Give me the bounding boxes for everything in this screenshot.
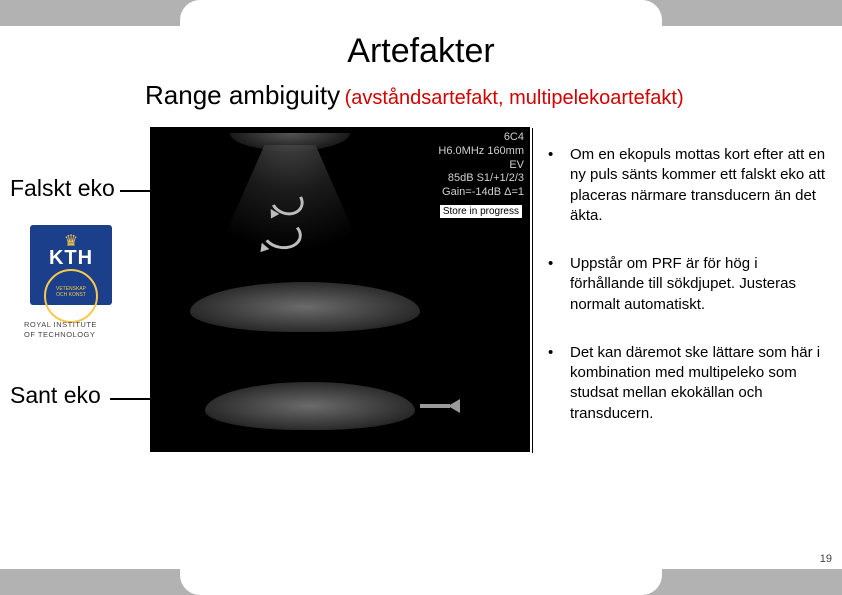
slide-root: { "title": "Artefakter", "subtitle_main"…: [0, 0, 842, 595]
rit-line1: ROYAL INSTITUTE: [24, 320, 97, 329]
bullet-item: Uppstår om PRF är för hög i förhållande …: [548, 254, 828, 315]
kth-abbrev: KTH: [30, 247, 112, 270]
overlay-line: 6C4: [438, 131, 524, 145]
tissue-blob: [190, 282, 420, 332]
arrow-head-icon: [448, 399, 460, 413]
label-falskt-eko: Falskt eko: [10, 175, 115, 202]
vertical-divider: [532, 128, 533, 453]
tissue-blob: [205, 382, 415, 430]
overlay-line: H6.0MHz 160mm: [438, 145, 524, 159]
pointer-arrow-sant: [110, 398, 205, 400]
slide-title: Artefakter: [0, 32, 842, 71]
rit-line2: OF TECHNOLOGY: [24, 330, 95, 339]
pointer-arrow-falskt: [120, 190, 205, 192]
bullet-item: Om en ekopuls mottas kort efter att en n…: [548, 145, 828, 226]
subtitle-main: Range ambiguity: [145, 80, 340, 110]
ultrasound-overlay-text: 6C4 H6.0MHz 160mm EV 85dB S1/+1/2/3 Gain…: [438, 131, 524, 200]
kth-ring-text: VETENSKAP OCH KONST: [52, 277, 90, 315]
kth-ring-bottom: OCH KONST: [56, 292, 86, 298]
overlay-line: 85dB S1/+1/2/3: [438, 172, 524, 186]
grey-arrow-icon: [420, 399, 460, 413]
subtitle-row: Range ambiguity (avståndsartefakt, multi…: [145, 80, 842, 111]
subtitle-sub: (avståndsartefakt, multipelekoartefakt): [345, 87, 684, 109]
bullet-list: Om en ekopuls mottas kort efter att en n…: [548, 145, 828, 452]
bullet-item: Det kan däremot ske lättare som här i ko…: [548, 343, 828, 424]
page-number: 19: [820, 553, 832, 565]
bottom-bar: [0, 569, 842, 595]
top-bar: [0, 0, 842, 26]
arrow-shaft: [420, 404, 450, 408]
kth-logo: ♛ KTH VETENSKAP OCH KONST: [30, 225, 112, 305]
overlay-line: EV: [438, 159, 524, 173]
overlay-line: Gain=-14dB Δ=1: [438, 186, 524, 200]
ultrasound-image: 6C4 H6.0MHz 160mm EV 85dB S1/+1/2/3 Gain…: [150, 127, 530, 452]
store-in-progress-label: Store in progress: [440, 205, 522, 218]
label-sant-eko: Sant eko: [10, 382, 101, 409]
kth-ring: VETENSKAP OCH KONST: [44, 269, 98, 323]
kth-subtitle: ROYAL INSTITUTE OF TECHNOLOGY: [24, 320, 120, 340]
